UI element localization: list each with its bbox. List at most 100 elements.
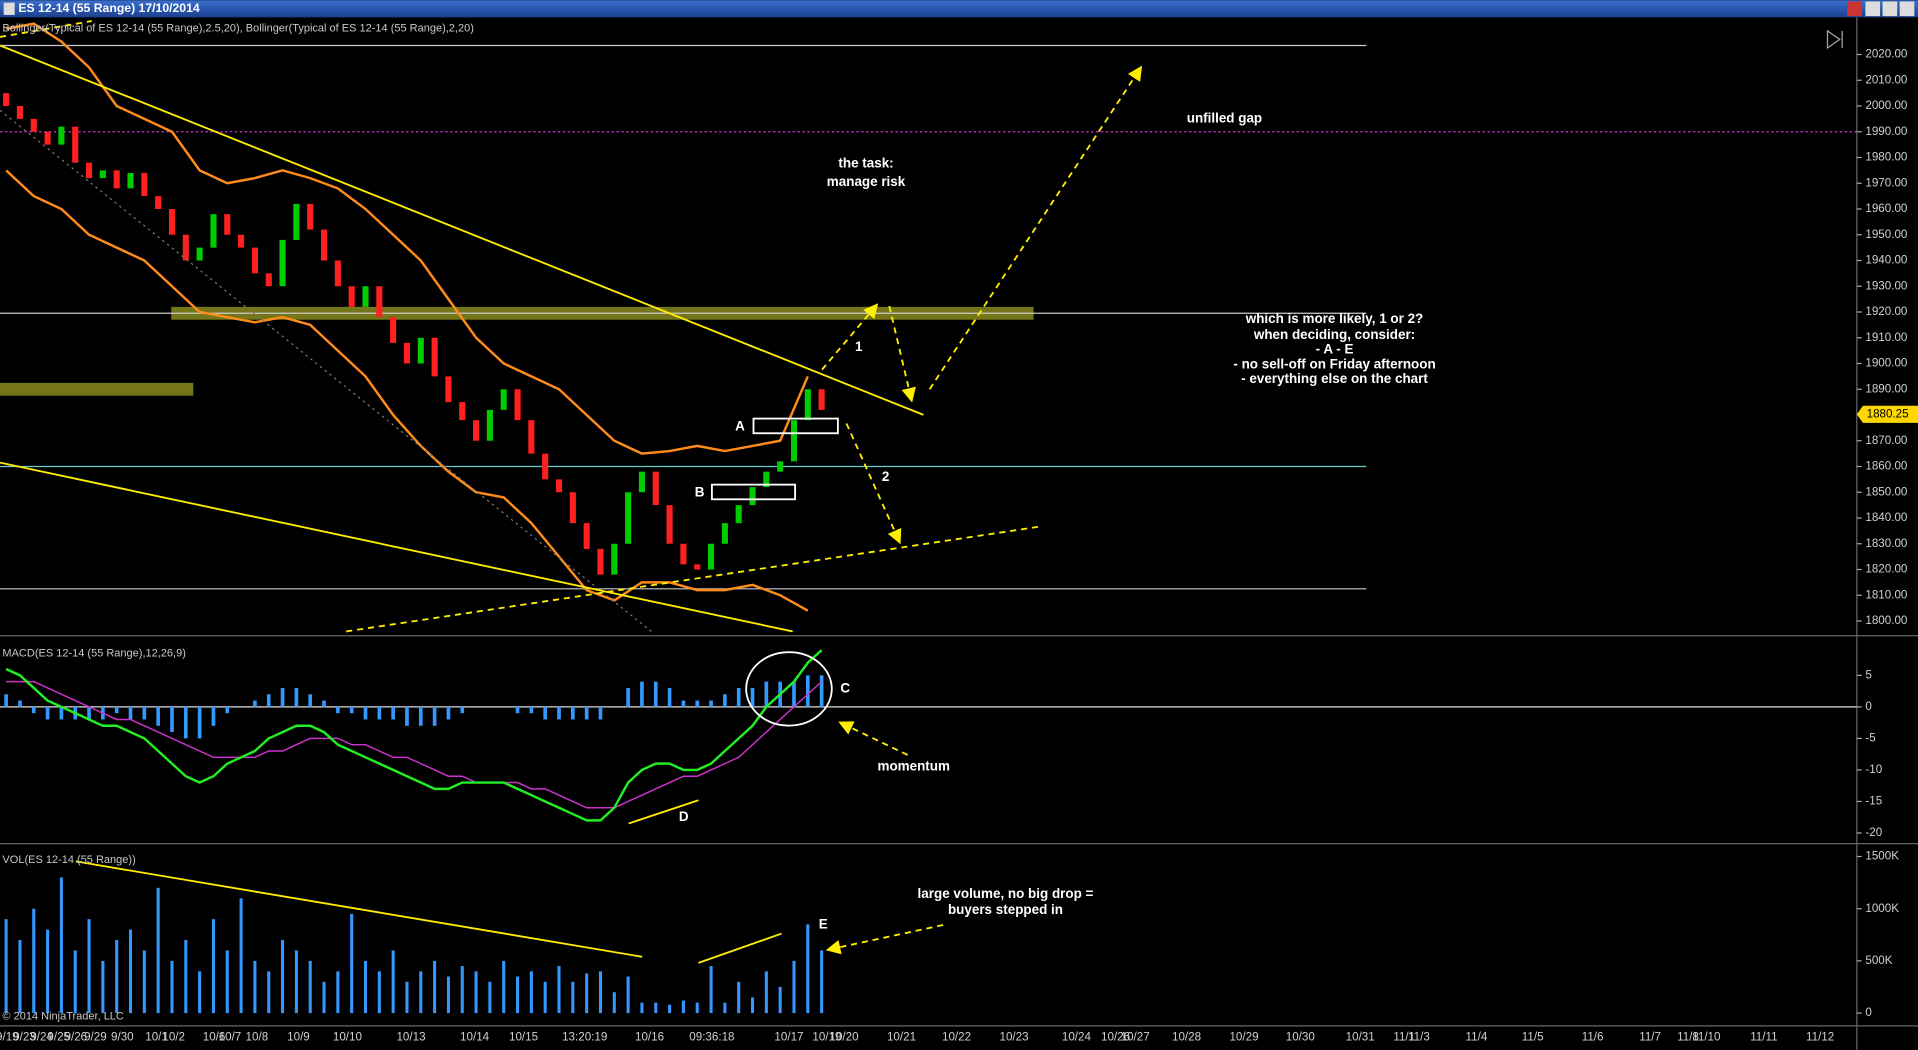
volume-bar	[654, 1002, 658, 1014]
macd-histogram	[45, 706, 50, 720]
x-tick-label: 10/13	[396, 1031, 425, 1044]
macd-histogram	[446, 706, 451, 720]
candle	[155, 196, 162, 210]
close-button[interactable]	[1899, 1, 1915, 17]
x-tick-label: 11/10	[1692, 1031, 1720, 1044]
macd-histogram	[667, 687, 672, 707]
volume-bar	[585, 973, 589, 1014]
x-tick-label: 9/26	[65, 1031, 88, 1044]
copyright: © 2014 NinjaTrader, LLC	[2, 1011, 123, 1023]
candle	[403, 342, 411, 364]
macd-histogram	[723, 694, 727, 707]
x-tick-label: 10/1	[145, 1031, 168, 1044]
candle	[417, 337, 424, 364]
scroll-end-icon[interactable]	[1826, 29, 1843, 50]
candle	[348, 286, 355, 307]
arrow	[888, 305, 916, 403]
candle	[58, 126, 65, 145]
candle	[459, 402, 466, 421]
volume-bar	[681, 1000, 685, 1014]
x-tick-label: 9/29	[84, 1031, 107, 1044]
candle	[72, 126, 79, 163]
x-tick-label: 11/8	[1677, 1031, 1699, 1044]
x-tick-label: 10/6	[203, 1031, 226, 1044]
macd-histogram	[570, 706, 575, 720]
highlight-ellipse	[745, 651, 833, 727]
volume-bar	[598, 971, 603, 1014]
y-tick-label: -15	[1865, 795, 1882, 808]
minimize-button[interactable]	[1865, 1, 1881, 17]
volume-bar	[32, 908, 36, 1014]
x-tick-label: 10/28	[1172, 1031, 1201, 1044]
candle	[279, 239, 286, 287]
candle	[583, 523, 590, 549]
volume-bar	[4, 919, 8, 1014]
x-tick-label: 11/11	[1750, 1031, 1777, 1044]
candle	[735, 505, 742, 524]
macd-histogram	[114, 706, 119, 714]
indicator-label: Bollinger(Typical of ES 12-14 (55 Range)…	[2, 22, 473, 34]
volume-bar	[557, 966, 561, 1014]
volume-bar	[350, 913, 354, 1014]
volume-bar	[267, 971, 271, 1014]
y-tick-label: 0	[1865, 700, 1871, 713]
macd-histogram	[363, 706, 368, 720]
candle	[818, 389, 825, 410]
alert-button[interactable]	[1847, 1, 1862, 17]
annotation: large volume, no big drop =	[918, 886, 1094, 901]
volume-bar	[488, 981, 492, 1014]
candle	[196, 247, 203, 261]
candle	[611, 543, 618, 575]
macd-histogram	[266, 694, 271, 707]
y-tick-label: 2010.00	[1865, 73, 1907, 86]
volume-bar	[101, 960, 105, 1014]
price-zone	[0, 382, 194, 396]
box-a	[752, 417, 839, 435]
arrow	[825, 924, 944, 955]
macd-histogram	[4, 694, 8, 707]
trend-line	[75, 860, 643, 958]
candle	[638, 471, 646, 493]
macd-histogram	[142, 706, 147, 720]
annotation: when deciding, consider:	[1253, 327, 1415, 342]
volume-bar	[142, 950, 146, 1014]
macd-histogram	[59, 706, 64, 720]
x-tick-label: 10/23	[1000, 1031, 1029, 1044]
volume-bar	[198, 971, 202, 1014]
macd-histogram	[584, 706, 589, 720]
macd-histogram	[18, 700, 22, 707]
y-tick-label: 1000K	[1865, 902, 1899, 915]
macd-histogram	[156, 706, 160, 726]
annotation: E	[819, 917, 828, 932]
volume-bar	[405, 981, 409, 1014]
macd-histogram	[31, 706, 36, 714]
candle	[721, 523, 728, 544]
trend-line	[0, 109, 655, 635]
candle	[569, 492, 576, 524]
volume-bar	[281, 940, 285, 1014]
app-icon	[3, 2, 15, 15]
macd-histogram	[170, 706, 174, 733]
x-tick-label: 10/24	[1062, 1031, 1092, 1044]
macd-histogram	[322, 700, 326, 707]
volume-bar	[820, 950, 824, 1014]
volume-bar	[18, 940, 22, 1014]
x-tick-label: 11/5	[1522, 1031, 1544, 1044]
indicator-label: VOL(ES 12-14 (55 Range))	[2, 854, 135, 866]
maximize-button[interactable]	[1882, 1, 1898, 17]
annotation: - A - E	[1316, 342, 1354, 357]
candle	[390, 317, 397, 343]
macd-histogram	[377, 706, 382, 720]
macd-histogram	[349, 706, 354, 714]
x-tick-label: 9/25	[47, 1031, 70, 1044]
macd-histogram	[764, 681, 769, 707]
title-bar	[0, 0, 1918, 18]
volume-bar	[156, 887, 160, 1014]
y-tick-label: 1940.00	[1865, 254, 1907, 267]
y-tick-label: 1960.00	[1865, 202, 1907, 215]
candle	[694, 564, 701, 570]
y-tick-label: 1950.00	[1865, 228, 1907, 241]
x-tick-label: 10/16	[635, 1031, 664, 1044]
x-tick-label: 10/14	[460, 1031, 490, 1044]
